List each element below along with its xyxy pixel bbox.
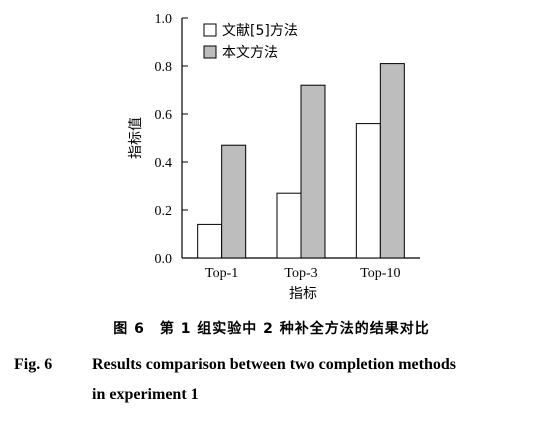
figure-caption-chinese: 图 6 第 1 组实验中 2 种补全方法的结果对比 bbox=[113, 321, 430, 337]
figure-caption-english: Fig. 6 Results comparison between two com… bbox=[14, 350, 534, 410]
bar-top-3-series-0 bbox=[276, 192, 302, 259]
bar-top-10-series-1 bbox=[379, 63, 405, 259]
legend-label-1: 本文方法 bbox=[222, 45, 278, 61]
bar-top-3-series-1 bbox=[300, 84, 326, 259]
y-tick-label-3: 0.6 bbox=[155, 108, 173, 123]
legend-swatch-0 bbox=[203, 23, 217, 37]
bar-top-1-series-1 bbox=[221, 144, 247, 259]
bar-top-1-series-0 bbox=[197, 223, 223, 259]
caption-line-2: in experiment 1 bbox=[92, 386, 199, 403]
y-axis-title: 指标值 bbox=[128, 117, 144, 159]
caption-line-1: Results comparison between two completio… bbox=[92, 356, 456, 373]
y-tick-label-2: 0.4 bbox=[155, 156, 173, 171]
x-axis-title: 指标 bbox=[289, 286, 317, 302]
bar-top-10-series-0 bbox=[355, 123, 381, 259]
y-tick-label-1: 0.2 bbox=[155, 204, 173, 219]
legend-swatch-1 bbox=[203, 45, 217, 59]
x-tick-label-1: Top-3 bbox=[284, 266, 317, 281]
y-tick-label-4: 0.8 bbox=[155, 60, 173, 75]
legend-label-0: 文献[5]方法 bbox=[222, 23, 298, 39]
y-tick-label-5: 1.0 bbox=[155, 12, 173, 27]
y-tick-label-0: 0.0 bbox=[155, 252, 173, 267]
plot-area: 0.0 0.2 0.4 0.6 0.8 1.0 Top-1 Top-3 Top-10 指标 指标值 文… bbox=[128, 12, 420, 302]
x-tick-label-0: Top-1 bbox=[205, 266, 238, 281]
figure-number: Fig. 6 bbox=[14, 356, 53, 373]
bar-chart: 0.0 0.2 0.4 0.6 0.8 1.0 Top-1 Top-3 Top-10 指标 指标值 文… bbox=[128, 12, 420, 302]
x-tick-label-2: Top-10 bbox=[360, 266, 400, 281]
